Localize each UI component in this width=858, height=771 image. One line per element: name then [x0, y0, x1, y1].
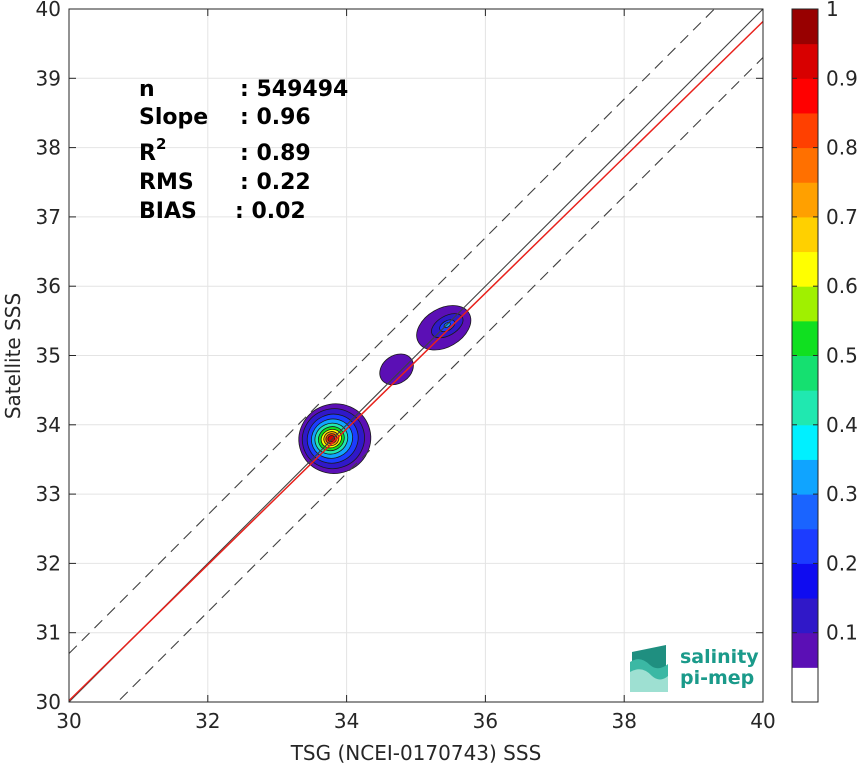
stat-label: RMS [139, 170, 194, 195]
colorbar-swatch [792, 286, 818, 322]
colorbar-tick-label: 0.3 [826, 482, 858, 506]
colorbar-swatch [792, 182, 818, 218]
colorbar-swatch [792, 390, 818, 426]
colorbar-swatch [792, 563, 818, 599]
colorbar-tick-label: 0.6 [826, 274, 858, 298]
colorbar: 0.1 0.2 0.3 0.4 0.5 0.6 0.7 0.8 0.9 1 [791, 0, 858, 703]
colorbar-swatch [792, 78, 818, 114]
colorbar-swatch [792, 632, 818, 668]
stat-value: : 0.96 [240, 105, 311, 130]
colorbar-swatch [792, 494, 818, 530]
colorbar-tick-label: 0.2 [826, 551, 858, 575]
density-cluster [379, 353, 414, 386]
colorbar-tick-label: 0.1 [826, 621, 858, 645]
colorbar-swatch [792, 9, 818, 45]
colorbar-tick-label: 1 [826, 0, 839, 21]
y-axis-label: Satellite SSS [1, 293, 25, 419]
salinity-pimep-logo: salinity pi-mep [630, 645, 759, 692]
x-tick-label: 36 [473, 709, 498, 733]
grid [68, 8, 764, 703]
stat-value: : 549494 [240, 77, 348, 102]
stat-value: : 0.02 [235, 199, 306, 224]
stat-value: : 0.22 [240, 170, 311, 195]
stat-label: BIAS [139, 199, 197, 224]
colorbar-swatch [792, 112, 818, 149]
logo-waves-icon [630, 645, 668, 692]
x-axis-label: TSG (NCEI-0170743) SSS [290, 741, 542, 765]
y-tick-label: 33 [36, 482, 61, 506]
line-regression-fit [69, 20, 763, 702]
y-tick-label: 40 [36, 0, 61, 21]
colorbar-tick-label: 0.9 [826, 66, 858, 90]
y-tick-label: 32 [36, 551, 61, 575]
y-tick-label: 36 [36, 274, 61, 298]
axis-ticks: 30 32 34 36 38 40 30 31 32 33 34 35 36 37 38 39 40 [36, 0, 776, 733]
colorbar-tick-label: 0.8 [826, 136, 858, 160]
logo-text-salinity: salinity [680, 646, 759, 668]
x-tick-label: 32 [195, 709, 220, 733]
y-tick-label: 39 [36, 66, 61, 90]
x-tick-label: 38 [611, 709, 636, 733]
x-tick-label: 30 [56, 709, 81, 733]
colorbar-swatch [792, 355, 818, 391]
y-tick-label: 30 [36, 690, 61, 714]
y-tick-label: 38 [36, 136, 61, 160]
colorbar-swatch [792, 528, 818, 564]
stat-label: n [139, 77, 155, 102]
stat-label: Slope [139, 105, 208, 130]
stat-value: : 0.89 [240, 141, 311, 166]
colorbar-swatch [792, 667, 818, 703]
line--1-offset [116, 57, 763, 702]
colorbar-swatch [792, 424, 818, 460]
y-tick-label: 34 [36, 413, 61, 437]
stat-label-superscript: 2 [156, 135, 166, 153]
colorbar-tick-label: 0.4 [826, 413, 858, 437]
colorbar-swatch [792, 251, 818, 287]
x-tick-label: 40 [750, 709, 775, 733]
x-tick-label: 34 [334, 709, 359, 733]
colorbar-swatch [792, 598, 818, 634]
colorbar-tick-label: 0.5 [826, 344, 858, 368]
colorbar-swatch [792, 147, 818, 183]
colorbar-tick-label: 0.7 [826, 205, 858, 229]
y-tick-label: 37 [36, 205, 61, 229]
colorbar-swatch [792, 459, 818, 495]
line--1-offset [69, 9, 716, 654]
colorbar-swatch [792, 43, 818, 79]
colorbar-swatch [792, 320, 818, 356]
y-tick-label: 31 [36, 621, 61, 645]
reference-lines [69, 9, 763, 702]
colorbar-swatch [792, 216, 818, 253]
logo-text-pimep: pi-mep [680, 667, 754, 689]
contour-level [379, 353, 414, 386]
y-tick-label: 35 [36, 344, 61, 368]
